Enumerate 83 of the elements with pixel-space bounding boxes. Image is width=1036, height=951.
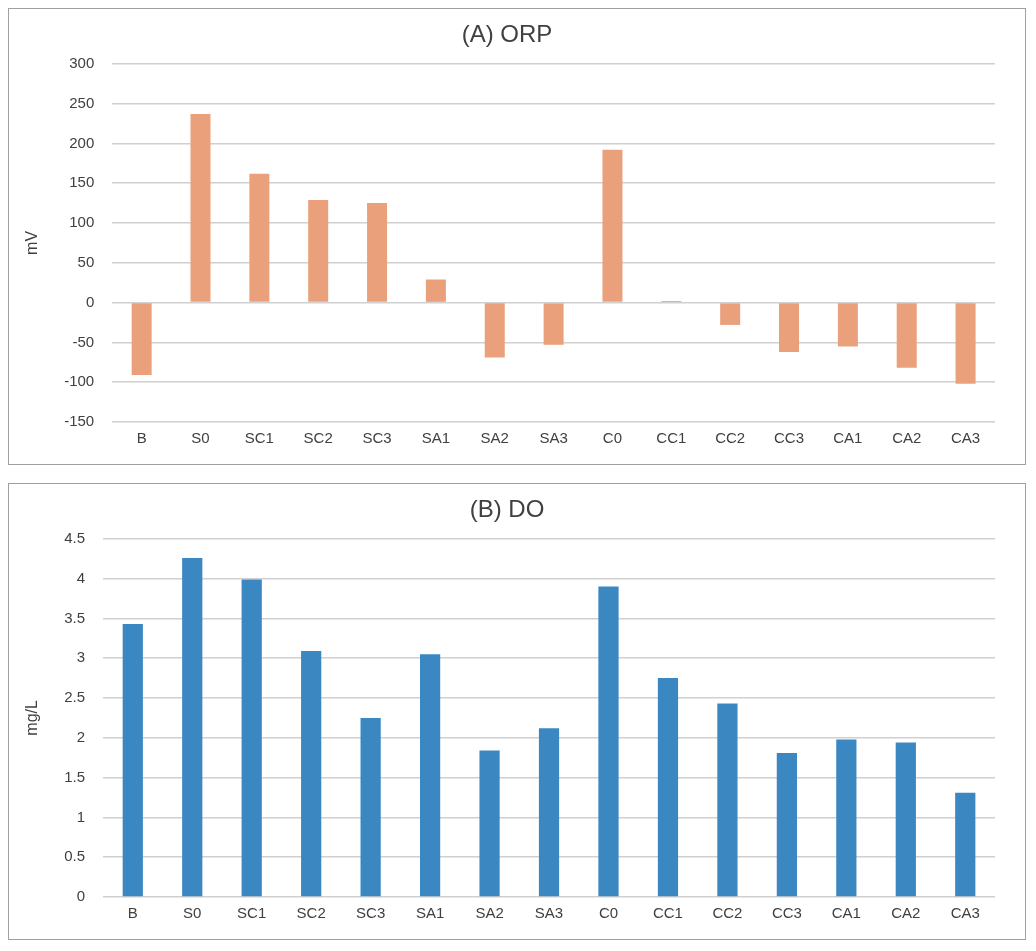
x-tick-label: B xyxy=(127,904,138,922)
bar xyxy=(301,651,322,897)
y-tick-label: 300 xyxy=(69,53,95,71)
y-tick-label: 250 xyxy=(69,93,95,111)
bar xyxy=(249,173,270,302)
x-tick-label: C0 xyxy=(602,429,623,447)
x-tick-label: C0 xyxy=(598,904,619,922)
bar xyxy=(425,279,446,302)
x-tick-label: CC1 xyxy=(652,904,683,922)
x-tick-label: B xyxy=(136,429,147,447)
y-tick-label: 3.5 xyxy=(64,608,86,626)
bar xyxy=(602,149,623,302)
x-tick-label: CC1 xyxy=(656,429,687,447)
y-tick-label: 3 xyxy=(76,648,86,666)
bar xyxy=(837,303,858,347)
y-tick-label: 150 xyxy=(69,173,95,191)
bar xyxy=(241,579,262,897)
bar xyxy=(122,623,143,897)
y-tick-label: 2 xyxy=(76,727,86,745)
x-tick-label: SC2 xyxy=(303,429,333,447)
y-tick-label: 100 xyxy=(69,213,95,231)
y-axis-title: mg/L xyxy=(23,700,41,736)
x-tick-label: CC2 xyxy=(712,904,743,922)
x-tick-label: CA3 xyxy=(950,904,980,922)
y-tick-label: 0 xyxy=(85,292,95,310)
y-tick-label: 1.5 xyxy=(64,767,86,785)
bar xyxy=(657,678,679,897)
y-tick-label: 4 xyxy=(76,568,86,586)
bar xyxy=(131,303,152,376)
x-tick-label: CA2 xyxy=(892,429,922,447)
x-tick-label: S0 xyxy=(183,904,202,922)
bar xyxy=(896,303,917,368)
x-tick-label: SA1 xyxy=(415,904,445,922)
bar xyxy=(308,199,329,302)
x-tick-label: SA2 xyxy=(480,429,509,447)
y-tick-label: 2.5 xyxy=(64,688,86,706)
bar xyxy=(182,557,203,897)
bar xyxy=(895,742,916,897)
x-tick-label: CA3 xyxy=(950,429,981,447)
bar xyxy=(717,703,738,897)
x-tick-label: SA3 xyxy=(539,429,568,447)
bar xyxy=(360,717,381,897)
x-tick-label: CC3 xyxy=(771,904,802,922)
y-tick-label: 0.5 xyxy=(64,847,86,865)
x-tick-label: CA2 xyxy=(891,904,921,922)
y-tick-label: -50 xyxy=(72,332,95,350)
x-tick-label: SA1 xyxy=(421,429,451,447)
x-tick-label: CA1 xyxy=(831,904,861,922)
bar xyxy=(419,654,441,897)
bar xyxy=(955,792,976,897)
bar xyxy=(776,752,797,897)
bar xyxy=(779,303,800,352)
x-tick-label: CC3 xyxy=(774,429,805,447)
bar xyxy=(720,303,741,325)
bar xyxy=(484,303,505,358)
x-tick-label: SA2 xyxy=(475,904,504,922)
bar xyxy=(479,750,500,897)
x-tick-label: SC1 xyxy=(244,429,274,447)
x-tick-label: SC3 xyxy=(362,429,392,447)
bar xyxy=(543,303,564,345)
x-tick-label: SA3 xyxy=(534,904,564,922)
y-tick-label: -150 xyxy=(64,412,95,430)
y-tick-label: -100 xyxy=(64,372,95,390)
x-tick-label: CC2 xyxy=(715,429,746,447)
x-tick-label: SC1 xyxy=(237,904,267,922)
y-tick-label: 1 xyxy=(76,807,86,825)
y-tick-label: 4.5 xyxy=(64,528,86,546)
bar xyxy=(955,303,976,384)
bar xyxy=(190,113,211,302)
x-tick-label: S0 xyxy=(191,429,210,447)
y-tick-label: 0 xyxy=(76,887,86,905)
bar xyxy=(367,203,388,302)
bar xyxy=(538,728,560,897)
bar xyxy=(598,586,619,897)
bar xyxy=(836,739,857,897)
x-tick-label: SC3 xyxy=(356,904,386,922)
x-tick-label: SC2 xyxy=(296,904,326,922)
chart-title: (B) DO xyxy=(469,495,545,523)
chart-title: (A) ORP xyxy=(461,20,553,48)
x-tick-label: CA1 xyxy=(833,429,863,447)
y-tick-label: 50 xyxy=(77,252,95,270)
y-tick-label: 200 xyxy=(69,133,95,151)
y-axis-title: mV xyxy=(23,230,41,255)
